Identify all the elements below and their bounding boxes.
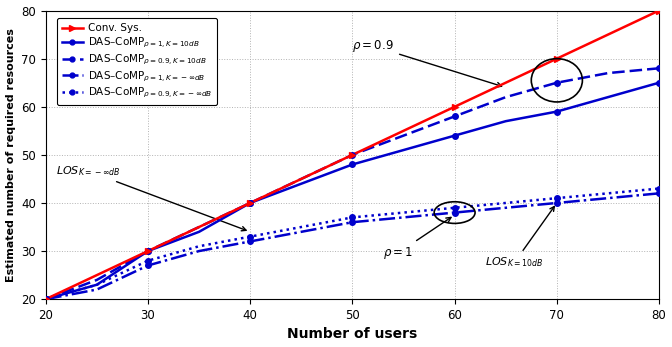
Legend: Conv. Sys., DAS–CoMP$_{\rho=1,K=10dB}$, DAS–CoMP$_{\rho=0.9,K=10dB}$, DAS–CoMP$_: Conv. Sys., DAS–CoMP$_{\rho=1,K=10dB}$, … bbox=[56, 18, 217, 105]
X-axis label: Number of users: Number of users bbox=[287, 328, 417, 341]
Text: $LOS_{K=-\infty dB}$: $LOS_{K=-\infty dB}$ bbox=[56, 164, 246, 231]
Text: $LOS_{K=10dB}$: $LOS_{K=10dB}$ bbox=[485, 206, 554, 269]
Text: $\rho = 1$: $\rho = 1$ bbox=[383, 218, 451, 261]
Y-axis label: Estimated number of required resources: Estimated number of required resources bbox=[5, 28, 15, 282]
Text: $\rho = 0.9$: $\rho = 0.9$ bbox=[352, 38, 501, 87]
